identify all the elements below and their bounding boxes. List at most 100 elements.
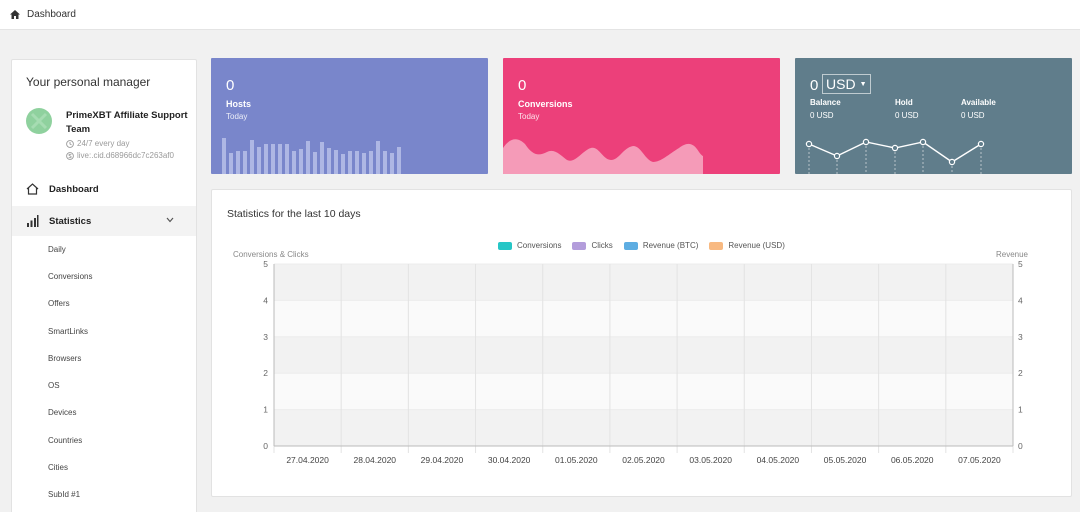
nav-sub-item-devices[interactable]: Devices — [48, 408, 77, 417]
statistics-panel: Statistics for the last 10 days Conversi… — [211, 189, 1072, 497]
y-tick-label-left: 3 — [263, 332, 268, 342]
manager-contact[interactable]: live:.cid.d68966dc7c263af0 — [77, 151, 174, 160]
currency-selected: USD — [826, 76, 856, 92]
y-tick-label-right: 1 — [1018, 405, 1023, 415]
legend-label: Clicks — [591, 241, 613, 250]
conversions-period: Today — [518, 112, 540, 121]
statistics-chart: 0 0 1 1 2 2 3 3 4 4 5 5 27.04.2020 28.04.2020 29.04.20… — [263, 259, 1023, 465]
balance-column: Balance 0 USD — [810, 98, 841, 120]
nav-sub-item-offers[interactable]: Offers — [48, 299, 70, 308]
legend-item-revenue-btc[interactable]: Revenue (BTC) — [623, 241, 699, 250]
breadcrumb[interactable]: Dashboard — [27, 9, 76, 20]
x-tick-label: 30.04.2020 — [488, 455, 531, 465]
avatar — [26, 108, 52, 134]
balance-card: 0 USD ▼ Balance 0 USD Hold 0 USD Availab… — [795, 58, 1072, 174]
nav-statistics-label: Statistics — [49, 215, 92, 227]
x-tick-label: 28.04.2020 — [353, 455, 396, 465]
nav-sub-item-countries[interactable]: Countries — [48, 436, 83, 445]
available-amount: 0 USD — [961, 111, 985, 120]
x-tick-label: 05.05.2020 — [824, 455, 867, 465]
legend-item-conversions[interactable]: Conversions — [498, 241, 561, 250]
right-axis-title: Revenue — [995, 250, 1028, 259]
sidebar: Your personal manager PrimeXBT Affiliate… — [11, 59, 197, 512]
y-tick-label-left: 1 — [263, 405, 268, 415]
y-tick-label-left: 2 — [263, 368, 268, 378]
x-tick-label: 04.05.2020 — [757, 455, 800, 465]
hosts-label: Hosts — [226, 99, 252, 109]
conversions-card: 0 Conversions Today — [503, 58, 780, 174]
hosts-value: 0 — [226, 77, 235, 94]
manager-name: PrimeXBT Affiliate Support Team — [66, 110, 188, 135]
hold-amount: 0 USD — [895, 111, 919, 120]
nav-sub-item-conversions[interactable]: Conversions — [48, 272, 93, 281]
grid-band — [274, 373, 1013, 410]
legend-swatch — [709, 241, 724, 250]
hold-label: Hold — [895, 98, 913, 107]
legend-label: Revenue (USD) — [728, 241, 785, 250]
x-tick-label: 29.04.2020 — [421, 455, 464, 465]
balance-value: 0 — [810, 77, 819, 94]
nav-sub-item-daily[interactable]: Daily — [48, 245, 66, 254]
clock-icon — [66, 139, 74, 148]
x-tick-label: 02.05.2020 — [622, 455, 665, 465]
grid-band — [274, 264, 1013, 301]
home-icon[interactable] — [10, 10, 20, 19]
nav-dashboard-label: Dashboard — [49, 183, 99, 195]
top-bar: Dashboard — [0, 0, 1080, 30]
x-tick-label: 07.05.2020 — [958, 455, 1001, 465]
legend-item-clicks[interactable]: Clicks — [572, 241, 613, 250]
legend-swatch — [572, 241, 587, 250]
x-tick-label: 03.05.2020 — [689, 455, 732, 465]
hold-column: Hold 0 USD — [895, 98, 919, 120]
conversions-value: 0 — [518, 77, 527, 94]
skype-icon — [66, 151, 74, 160]
available-column: Available 0 USD — [961, 98, 996, 120]
nav-sub-item-browsers[interactable]: Browsers — [48, 354, 82, 363]
manager-availability-row: 24/7 every day — [66, 139, 129, 148]
balance-sparkline-decoration — [805, 138, 985, 174]
conversions-area-decoration — [503, 139, 703, 174]
y-tick-label-right: 4 — [1018, 295, 1023, 305]
y-tick-label-right: 5 — [1018, 259, 1023, 269]
y-tick-label-right: 3 — [1018, 332, 1023, 342]
legend-label: Conversions — [517, 241, 562, 250]
legend-swatch — [623, 241, 638, 250]
balance-amount: 0 USD — [810, 111, 834, 120]
currency-select[interactable]: USD ▼ — [822, 74, 871, 94]
home-icon — [26, 183, 39, 195]
x-tick-label: 06.05.2020 — [891, 455, 934, 465]
statistics-title: Statistics for the last 10 days — [227, 208, 361, 220]
manager-contact-row: live:.cid.d68966dc7c263af0 — [66, 151, 174, 160]
grid-band — [274, 336, 1013, 374]
left-axis-title: Conversions & Clicks — [233, 250, 309, 259]
x-tick-label: 27.04.2020 — [286, 455, 329, 465]
chart-legend: Conversions Clicks Revenue (BTC) Revenue… — [498, 241, 796, 250]
legend-swatch — [498, 241, 512, 250]
y-tick-label-right: 2 — [1018, 368, 1023, 378]
chevron-down-icon[interactable] — [166, 217, 174, 223]
grid-band — [274, 300, 1013, 337]
hosts-card: 0 Hosts Today — [211, 58, 488, 174]
nav-dashboard[interactable]: Dashboard — [12, 174, 196, 204]
y-tick-label-right: 0 — [1018, 441, 1023, 451]
y-tick-label-left: 5 — [263, 259, 268, 269]
nav-sub-item-subid-1[interactable]: SubId #1 — [48, 490, 81, 499]
manager-heading: Your personal manager — [26, 75, 151, 89]
hosts-period: Today — [226, 112, 248, 121]
nav-statistics[interactable]: Statistics — [12, 206, 196, 236]
balance-label: Balance — [810, 98, 841, 107]
available-label: Available — [961, 98, 996, 107]
grid-band — [274, 409, 1013, 446]
nav-sub-item-os[interactable]: OS — [48, 381, 60, 390]
caret-down-icon: ▼ — [859, 80, 867, 88]
x-tick-label: 01.05.2020 — [555, 455, 598, 465]
legend-label: Revenue (BTC) — [642, 241, 699, 250]
y-tick-label-left: 4 — [263, 295, 268, 305]
manager-availability: 24/7 every day — [77, 139, 130, 148]
y-tick-label-left: 0 — [263, 441, 268, 451]
legend-item-revenue-usd[interactable]: Revenue (USD) — [709, 241, 785, 250]
bar-chart-icon — [27, 215, 39, 227]
nav-sub-item-cities[interactable]: Cities — [48, 463, 69, 472]
conversions-label: Conversions — [518, 99, 573, 109]
nav-sub-item-smartlinks[interactable]: SmartLinks — [48, 327, 89, 336]
